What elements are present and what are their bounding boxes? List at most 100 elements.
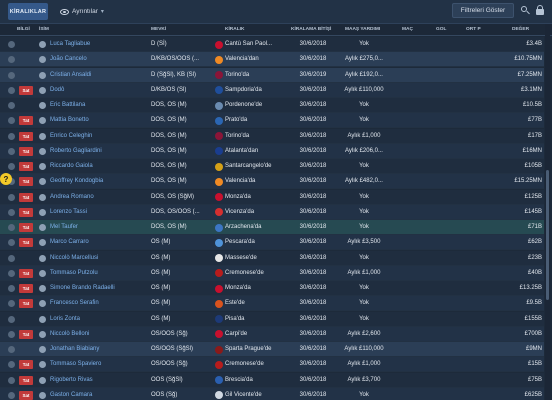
table-row[interactable]: Tat Lorenzo Tassi DOS, OS/OOS (... Vicenza'… <box>0 204 544 220</box>
player-name-link[interactable]: Jonathan Biabiany <box>50 346 100 352</box>
player-info-icon[interactable] <box>39 41 46 48</box>
loan-club-link[interactable]: Cremonese'de <box>225 361 264 368</box>
table-row[interactable]: João Cancelo D/KB/OS/OOS (... Valencia'dan… <box>0 52 544 68</box>
status-dot-icon[interactable] <box>8 224 15 231</box>
player-name-link[interactable]: Tommaso Putzolu <box>50 269 98 276</box>
player-name-link[interactable]: Luca Tagliabue <box>50 41 91 47</box>
loan-club-link[interactable]: Prato'da <box>225 117 248 124</box>
table-row[interactable]: Tat Tommaso Spaviero OS/OOS (Sğ) Cremonese'… <box>0 357 544 373</box>
loan-club-link[interactable]: Gil Vicente'de <box>225 391 262 398</box>
table-row[interactable]: Tat Marco Carraro OS (M) Pescara'da 30/6/201… <box>0 235 544 251</box>
scrollbar-thumb[interactable] <box>546 170 549 300</box>
status-dot-icon[interactable] <box>8 376 15 384</box>
player-name-link[interactable]: Marco Carraro <box>50 239 89 246</box>
player-name-link[interactable]: Roberto Gagliardini <box>50 147 102 154</box>
status-dot-icon[interactable] <box>8 285 15 292</box>
status-dot-icon[interactable] <box>8 56 15 64</box>
loan-club-link[interactable]: Massese'de <box>225 254 257 261</box>
player-info-icon[interactable] <box>39 132 46 140</box>
player-name-link[interactable]: Niccolò Marcellusi <box>50 254 99 261</box>
player-info-icon[interactable] <box>39 102 46 109</box>
table-row[interactable]: Tat Roberto Gagliardini DOS, OS (M) Atalant… <box>0 143 544 159</box>
player-info-icon[interactable] <box>39 376 46 384</box>
status-dot-icon[interactable] <box>8 132 15 140</box>
col-header-ort[interactable]: ORT P <box>466 27 481 32</box>
player-name-link[interactable]: Francesco Serafin <box>50 300 99 307</box>
status-dot-icon[interactable] <box>8 239 15 247</box>
status-dot-icon[interactable] <box>8 193 15 201</box>
loan-club-link[interactable]: Cremonese'de <box>225 269 264 276</box>
player-name-link[interactable]: Geoffrey Kondogbia <box>50 178 104 185</box>
loan-club-link[interactable]: Este'de <box>225 300 245 307</box>
table-row[interactable]: Niccolò Marcellusi OS (M) Massese'de 30/6/2… <box>0 250 544 266</box>
loan-club-link[interactable]: Vicenza'da <box>225 208 255 215</box>
tab-kiraliklar[interactable]: KİRALIKLAR <box>8 3 48 20</box>
status-dot-icon[interactable] <box>8 86 15 94</box>
loan-club-link[interactable]: Santarcangelo'de <box>225 163 272 169</box>
player-name-link[interactable]: Enrico Celeghin <box>50 132 93 139</box>
table-row[interactable]: Tat Simone Brando Radaelli OS (M) Monza'da 3… <box>0 281 544 296</box>
table-row[interactable]: Luca Tagliabue D (Sİ) Cantù San Paol... 30/… <box>0 37 544 52</box>
player-name-link[interactable]: Mel Taufer <box>50 224 78 230</box>
player-name-link[interactable]: Mattia Bonetto <box>50 117 89 124</box>
status-dot-icon[interactable] <box>8 163 15 170</box>
player-info-icon[interactable] <box>39 147 46 155</box>
player-info-icon[interactable] <box>39 193 46 201</box>
player-info-icon[interactable] <box>39 86 46 94</box>
loan-club-link[interactable]: Monza'da <box>225 193 251 200</box>
player-name-link[interactable]: João Cancelo <box>50 56 87 63</box>
loan-club-link[interactable]: Atalanta'dan <box>225 147 259 154</box>
loan-club-link[interactable]: Cantù San Paol... <box>225 41 273 47</box>
loan-club-link[interactable]: Torino'da <box>225 132 250 139</box>
status-dot-icon[interactable] <box>8 300 15 308</box>
status-dot-icon[interactable] <box>8 147 15 155</box>
player-info-icon[interactable] <box>39 269 46 277</box>
player-info-icon[interactable] <box>39 163 46 170</box>
player-info-icon[interactable] <box>39 315 46 323</box>
col-header-deger[interactable]: DEĞER <box>512 27 530 32</box>
search-icon[interactable] <box>520 5 531 16</box>
col-header-maas[interactable]: MAAŞ YARDIMI <box>345 27 381 32</box>
table-row[interactable]: Tat Enrico Celeghin DOS, OS (M) Torino'da 30… <box>0 128 544 144</box>
loan-club-link[interactable]: Monza'da <box>225 285 251 291</box>
loan-club-link[interactable]: Brescia'da <box>225 376 253 383</box>
loan-club-link[interactable]: Carpi'de <box>225 330 248 337</box>
status-dot-icon[interactable] <box>8 208 15 216</box>
player-name-link[interactable]: Dodô <box>50 86 65 93</box>
player-info-icon[interactable] <box>39 56 46 64</box>
table-row[interactable]: Tat Francesco Serafin OS (M) Este'de 30/6/20… <box>0 296 544 312</box>
player-info-icon[interactable] <box>39 346 46 353</box>
views-dropdown[interactable]: Ayrıntılar ▾ <box>56 4 108 19</box>
loan-club-link[interactable]: Valencia'dan <box>225 56 259 63</box>
player-name-link[interactable]: Loris Zonta <box>50 315 81 322</box>
table-row[interactable]: Tat Mattia Bonetto DOS, OS (M) Prato'da 30/6… <box>0 113 544 129</box>
table-row[interactable]: Tat Mel Taufer DOS, OS (M) Arzachena'da 30/6… <box>0 220 544 235</box>
player-info-icon[interactable] <box>39 178 46 186</box>
player-info-icon[interactable] <box>39 285 46 292</box>
help-button[interactable]: ? <box>0 173 12 185</box>
player-info-icon[interactable] <box>39 300 46 308</box>
loan-club-link[interactable]: Arzachena'da <box>225 224 262 230</box>
player-info-icon[interactable] <box>39 254 46 262</box>
player-info-icon[interactable] <box>39 208 46 216</box>
player-name-link[interactable]: Rigoberto Rivas <box>50 376 93 383</box>
status-dot-icon[interactable] <box>8 117 15 125</box>
loan-club-link[interactable]: Pisa'da <box>225 315 245 322</box>
player-name-link[interactable]: Gaston Camara <box>50 391 93 398</box>
table-row[interactable]: Sat Dodô D/KB/OS (Sl) Sampdoria'da 30/6/2018… <box>0 82 544 98</box>
table-row[interactable]: Loris Zonta OS (M) Pisa'da 30/6/2018 Yok £155… <box>0 311 544 327</box>
table-row[interactable]: Tat Rigoberto Rivas OOS (SğSl) Brescia'da 30… <box>0 372 544 388</box>
player-name-link[interactable]: Tommaso Spaviero <box>50 361 102 368</box>
table-row[interactable]: Tat Geoffrey Kondogbia DOS, OS (M) Valencia… <box>0 174 544 190</box>
status-dot-icon[interactable] <box>8 330 15 338</box>
status-dot-icon[interactable] <box>8 102 15 109</box>
player-info-icon[interactable] <box>39 361 46 369</box>
col-header-mevki[interactable]: MEVKİ <box>151 27 167 32</box>
table-row[interactable]: Sat Gaston Camara OOS (Sğ) Gil Vicente'de 30… <box>0 387 544 400</box>
loan-club-link[interactable]: Sparta Prague'de <box>225 346 272 352</box>
loan-club-link[interactable]: Torino'da <box>225 71 250 78</box>
loan-club-link[interactable]: Pordenone'de <box>225 102 263 108</box>
col-header-bitis[interactable]: KİRALAMA BİTİŞİ <box>291 27 332 32</box>
status-dot-icon[interactable] <box>8 315 15 323</box>
loan-club-link[interactable]: Pescara'da <box>225 239 255 246</box>
